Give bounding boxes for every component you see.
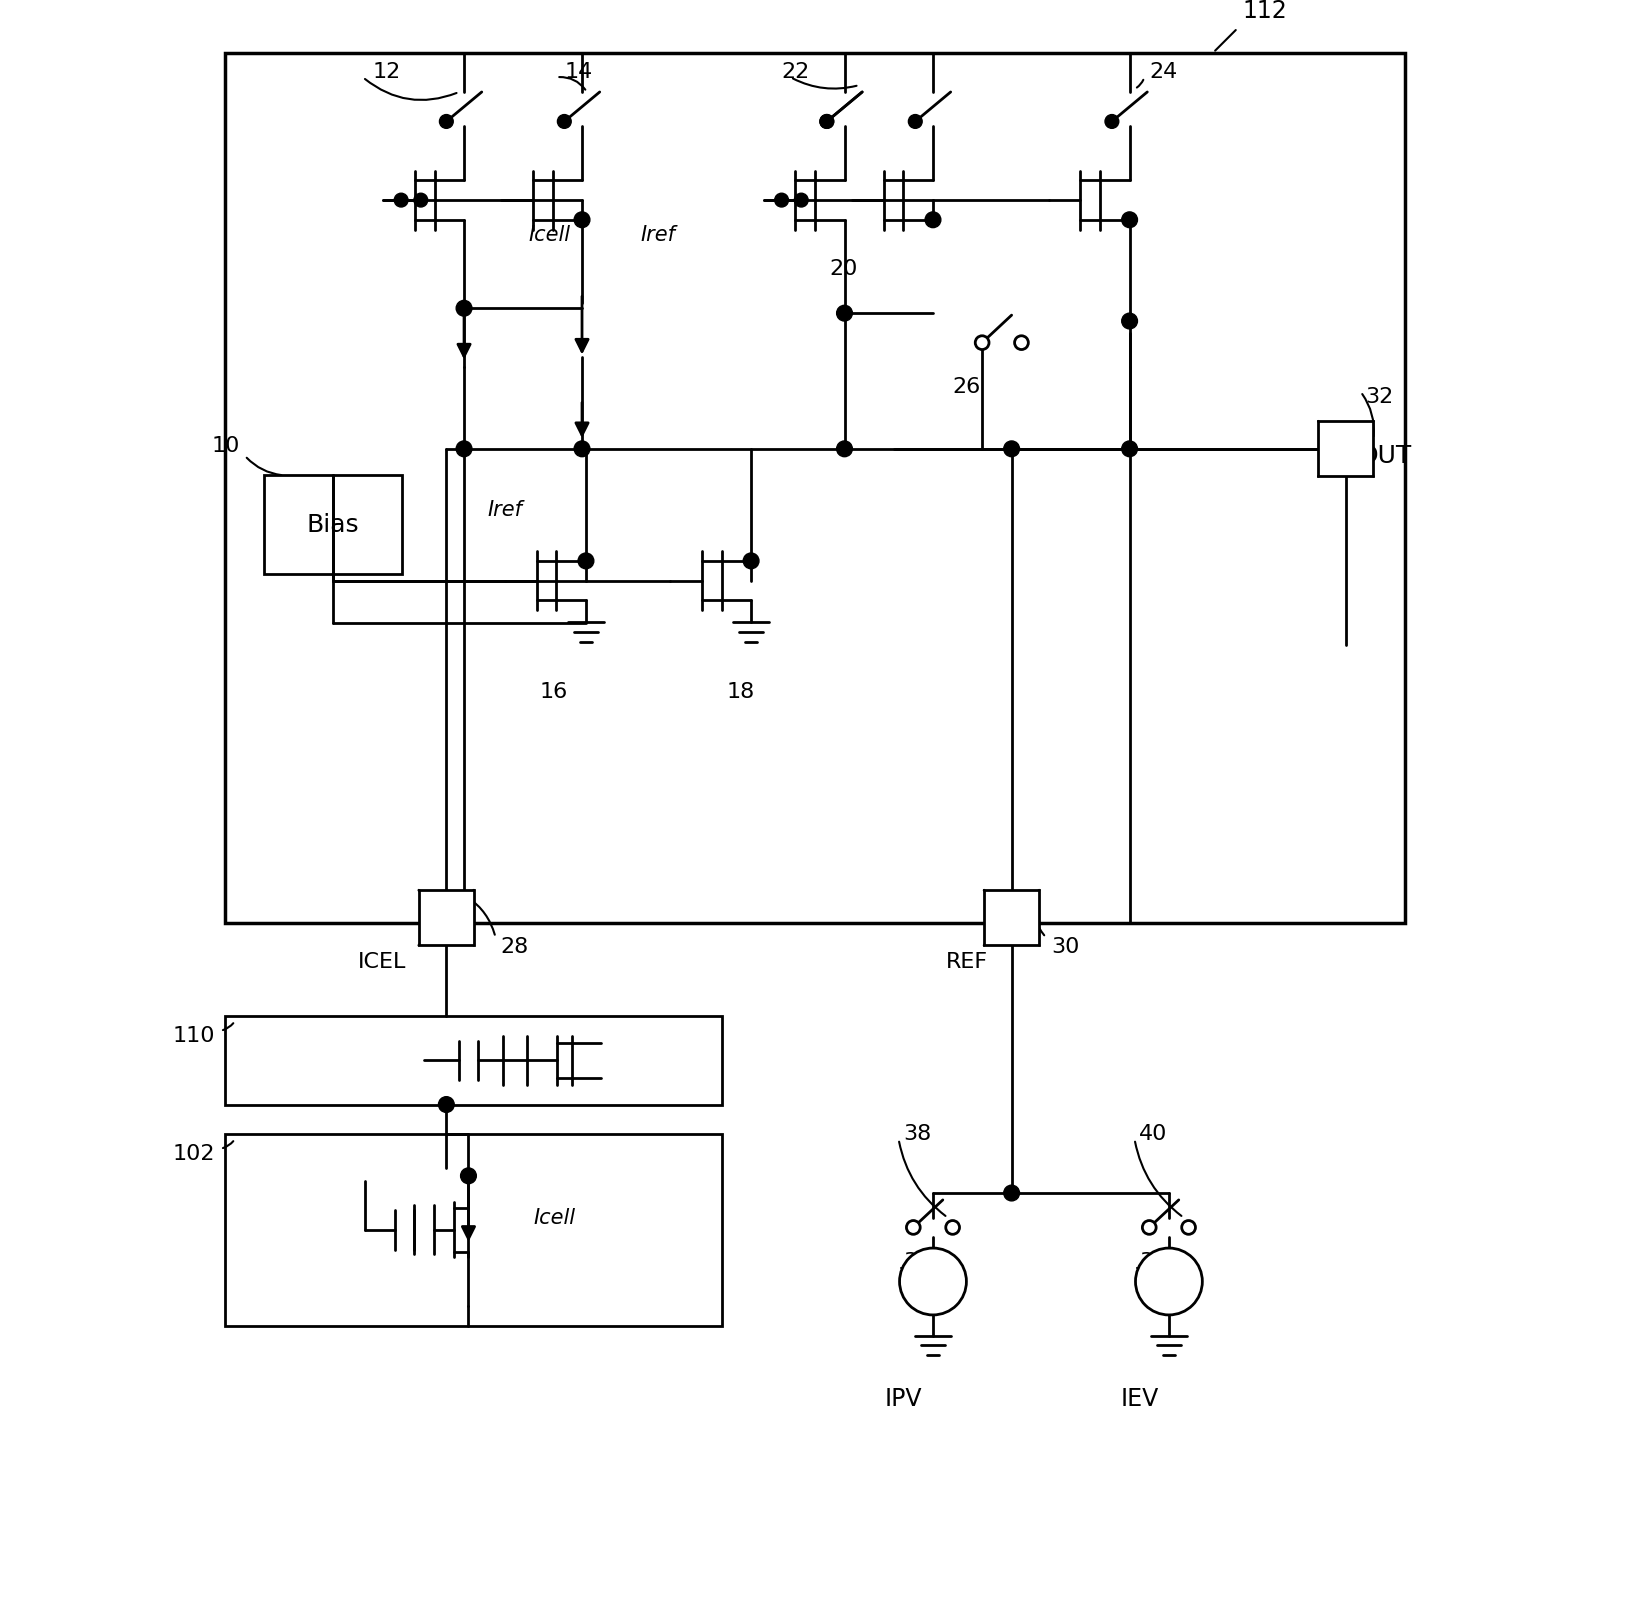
Text: 20: 20 bbox=[830, 259, 857, 279]
Circle shape bbox=[1121, 440, 1136, 456]
Text: 24: 24 bbox=[1149, 62, 1177, 82]
Text: 30: 30 bbox=[1050, 937, 1079, 957]
Circle shape bbox=[820, 115, 833, 128]
FancyArrowPatch shape bbox=[365, 78, 456, 99]
Text: 12: 12 bbox=[372, 62, 401, 82]
Circle shape bbox=[774, 194, 787, 207]
Text: 18: 18 bbox=[725, 682, 755, 701]
Circle shape bbox=[574, 211, 590, 227]
Circle shape bbox=[836, 306, 852, 322]
Circle shape bbox=[456, 440, 471, 456]
Text: Bias: Bias bbox=[306, 512, 359, 536]
FancyArrowPatch shape bbox=[223, 1142, 233, 1148]
Text: REF: REF bbox=[945, 953, 988, 972]
Circle shape bbox=[1141, 1220, 1156, 1234]
Circle shape bbox=[908, 115, 921, 128]
Circle shape bbox=[1002, 440, 1019, 456]
Text: 28: 28 bbox=[500, 937, 528, 957]
FancyArrowPatch shape bbox=[900, 1268, 957, 1276]
Text: Icell: Icell bbox=[528, 224, 570, 245]
FancyArrowPatch shape bbox=[1136, 80, 1143, 88]
Text: 38: 38 bbox=[903, 1124, 931, 1145]
Text: 36: 36 bbox=[1139, 1252, 1167, 1271]
FancyArrowPatch shape bbox=[468, 898, 494, 935]
Circle shape bbox=[900, 1249, 967, 1314]
Text: 112: 112 bbox=[1242, 0, 1286, 22]
Text: Iref: Iref bbox=[641, 224, 675, 245]
Text: 22: 22 bbox=[781, 62, 808, 82]
Circle shape bbox=[975, 336, 988, 349]
Circle shape bbox=[577, 552, 593, 568]
FancyArrowPatch shape bbox=[1030, 898, 1043, 935]
FancyArrowPatch shape bbox=[898, 1142, 945, 1215]
Bar bbox=[419, 890, 474, 945]
FancyArrowPatch shape bbox=[1214, 30, 1236, 51]
Circle shape bbox=[414, 194, 427, 207]
Circle shape bbox=[743, 552, 758, 568]
Bar bbox=[225, 53, 1403, 922]
Text: OUT: OUT bbox=[1358, 443, 1412, 467]
Circle shape bbox=[945, 1220, 958, 1234]
Circle shape bbox=[1121, 314, 1136, 328]
Text: 16: 16 bbox=[540, 682, 567, 701]
Circle shape bbox=[1014, 336, 1027, 349]
Circle shape bbox=[1134, 1249, 1201, 1314]
Text: 14: 14 bbox=[564, 62, 592, 82]
FancyArrowPatch shape bbox=[1136, 1268, 1193, 1276]
Text: 102: 102 bbox=[173, 1143, 215, 1164]
Text: Icell: Icell bbox=[533, 1207, 575, 1228]
Circle shape bbox=[924, 211, 941, 227]
Circle shape bbox=[557, 115, 570, 128]
Circle shape bbox=[438, 1097, 453, 1113]
Circle shape bbox=[1002, 1185, 1019, 1201]
Text: 26: 26 bbox=[952, 376, 980, 397]
Circle shape bbox=[574, 440, 590, 456]
Bar bbox=[225, 1017, 720, 1105]
Circle shape bbox=[438, 115, 453, 128]
Bar bbox=[1317, 421, 1372, 477]
Circle shape bbox=[1182, 1220, 1195, 1234]
Text: IEV: IEV bbox=[1120, 1388, 1157, 1412]
Text: Iref: Iref bbox=[487, 500, 523, 520]
Text: 10: 10 bbox=[212, 435, 240, 456]
Circle shape bbox=[460, 1169, 476, 1183]
FancyArrowPatch shape bbox=[223, 1023, 233, 1029]
FancyArrowPatch shape bbox=[1361, 394, 1372, 435]
Text: 110: 110 bbox=[173, 1026, 215, 1045]
Bar bbox=[264, 475, 403, 573]
FancyArrowPatch shape bbox=[559, 77, 585, 90]
Circle shape bbox=[1121, 211, 1136, 227]
Circle shape bbox=[794, 194, 807, 207]
Text: 32: 32 bbox=[1364, 387, 1394, 407]
Bar bbox=[225, 1134, 720, 1326]
FancyArrowPatch shape bbox=[1134, 1142, 1180, 1215]
Circle shape bbox=[836, 440, 852, 456]
Circle shape bbox=[456, 301, 471, 315]
FancyArrowPatch shape bbox=[246, 458, 282, 475]
FancyArrowPatch shape bbox=[792, 78, 856, 88]
Circle shape bbox=[820, 115, 833, 128]
Text: IPV: IPV bbox=[883, 1388, 921, 1412]
Text: 40: 40 bbox=[1139, 1124, 1167, 1145]
Text: ICEL: ICEL bbox=[359, 953, 406, 972]
Text: 34: 34 bbox=[903, 1252, 931, 1271]
Circle shape bbox=[906, 1220, 919, 1234]
Circle shape bbox=[394, 194, 408, 207]
Circle shape bbox=[1105, 115, 1118, 128]
Bar bbox=[983, 890, 1038, 945]
